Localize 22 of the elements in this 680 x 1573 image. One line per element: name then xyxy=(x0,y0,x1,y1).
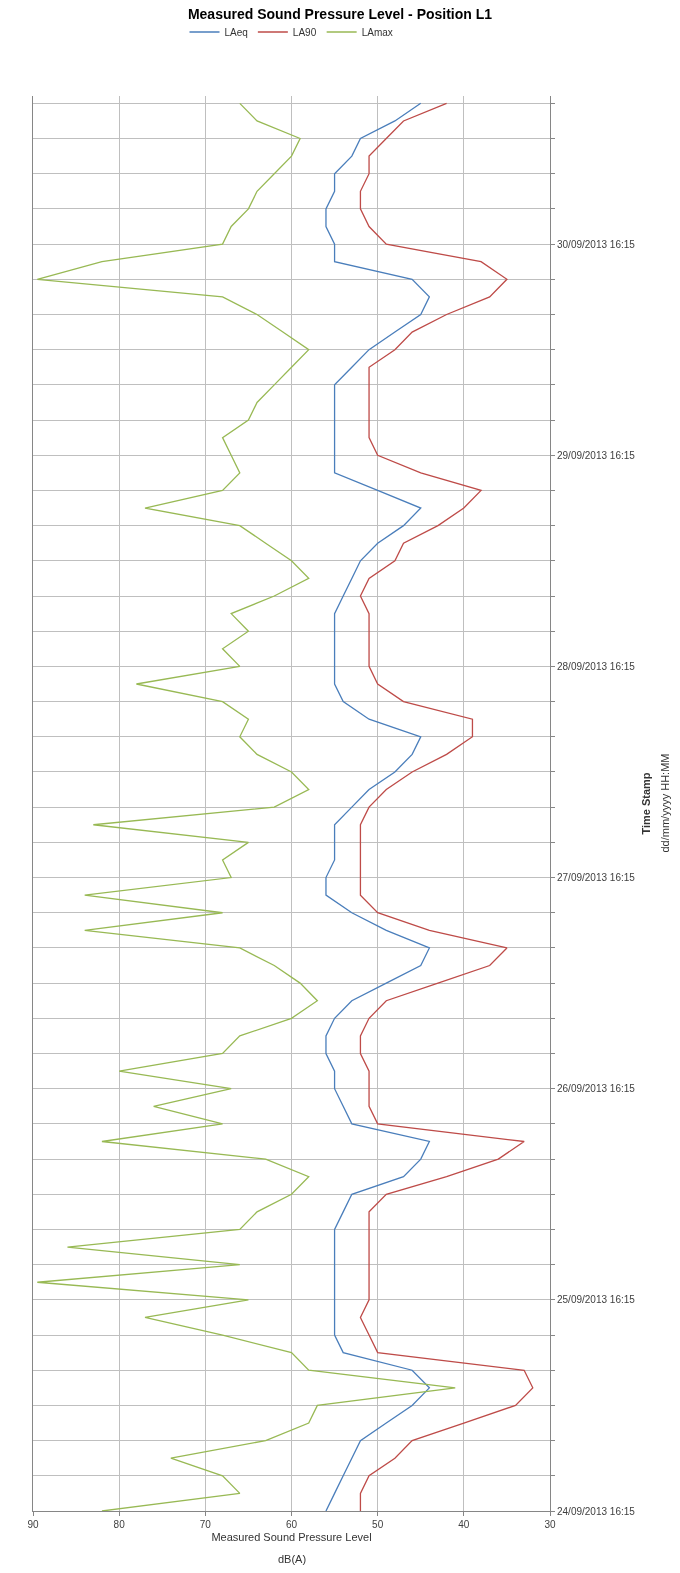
text: dd/mm/yyyy HH:MM xyxy=(658,753,671,853)
y-tick-label: 24/09/2013 16:15 xyxy=(557,1505,636,1517)
y-tick-label: 28/09/2013 16:15 xyxy=(557,660,636,672)
x-tick-label: 40 xyxy=(458,1519,470,1530)
y-tick-label: 29/09/2013 16:15 xyxy=(557,449,636,461)
x-tick-label: 90 xyxy=(27,1519,39,1530)
y-axis-title: Time Stamp xyxy=(640,772,653,835)
y-tick-label: 30/09/2013 16:15 xyxy=(557,238,636,250)
x-tick-label: 30 xyxy=(544,1519,556,1530)
chart-title: Measured Sound Pressure Level - Position L1 xyxy=(187,6,493,23)
y-tick-label: 27/09/2013 16:15 xyxy=(557,872,636,884)
y-tick-label: 25/09/2013 16:15 xyxy=(557,1294,636,1306)
x-tick-label: 70 xyxy=(199,1519,212,1530)
legend-label: LA90 xyxy=(292,26,317,38)
legend-label: LAeq xyxy=(224,26,248,38)
x-tick-label: 60 xyxy=(285,1519,298,1530)
legend-label: LAmax xyxy=(361,26,393,38)
x-tick-label: 80 xyxy=(113,1519,126,1530)
x-tick-label: 50 xyxy=(372,1519,384,1530)
text: dB(A) xyxy=(278,1553,307,1565)
y-tick-label: 26/09/2013 16:15 xyxy=(557,1083,636,1095)
x-axis-title: Measured Sound Pressure Level xyxy=(211,1531,372,1544)
